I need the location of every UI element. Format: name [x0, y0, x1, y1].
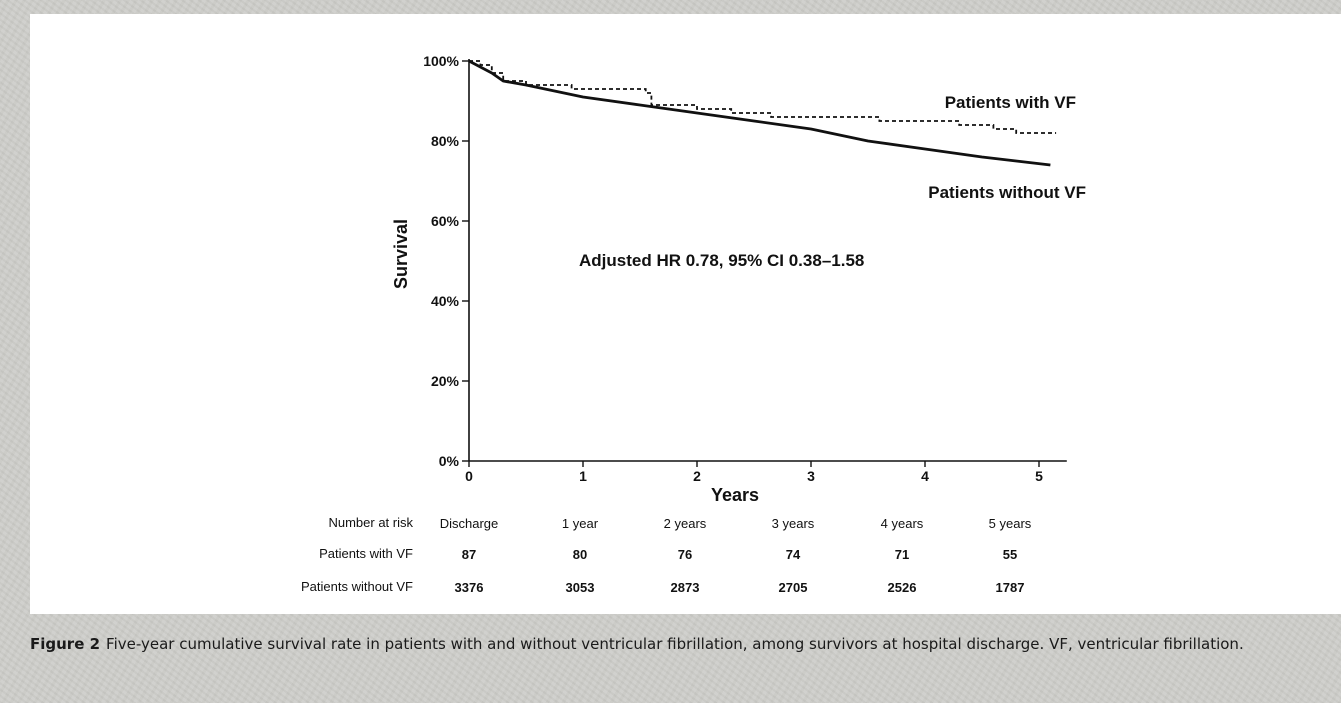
x-tick-label: 4 [921, 468, 929, 484]
x-axis-title: Years [711, 485, 759, 505]
x-tick-label: 1 [579, 468, 587, 484]
risk-table-cell: 2705 [779, 580, 808, 595]
risk-table-cell: 80 [573, 547, 587, 562]
risk-table-cell: 3053 [566, 580, 595, 595]
risk-table-cell: 2526 [888, 580, 917, 595]
y-tick-label: 80% [431, 133, 460, 149]
survival-chart: 0% 20% 40% 60% 80% 100% 0 1 2 3 4 5 Survival Years Pat… [301, 53, 1086, 595]
y-tick-label: 60% [431, 213, 460, 229]
risk-table-cell: 87 [462, 547, 476, 562]
risk-table-cell: 71 [895, 547, 909, 562]
risk-table-column-header: 3 years [772, 516, 815, 531]
x-tick-label: 3 [807, 468, 815, 484]
risk-table-cell: 2873 [671, 580, 700, 595]
risk-table-header-label: Number at risk [328, 515, 413, 530]
series-line-without-vf [468, 59, 1051, 167]
figure-panel: 0% 20% 40% 60% 80% 100% 0 1 2 3 4 5 Survival Years Pat… [30, 14, 1341, 614]
risk-table-row-label: Patients without VF [301, 579, 413, 594]
hazard-ratio-annotation: Adjusted HR 0.78, 95% CI 0.38–1.58 [579, 251, 864, 270]
x-tick-label: 5 [1035, 468, 1043, 484]
y-tick-label: 20% [431, 373, 460, 389]
risk-table-cell: 76 [678, 547, 692, 562]
risk-table-row-label: Patients with VF [319, 546, 413, 561]
y-tick-label: 40% [431, 293, 460, 309]
risk-table-column-header: 1 year [562, 516, 599, 531]
risk-table-cell: 1787 [996, 580, 1025, 595]
y-tick-label: 100% [423, 53, 459, 69]
risk-table-column-header: 5 years [989, 516, 1032, 531]
x-tick-label: 2 [693, 468, 701, 484]
label-patients-with-vf: Patients with VF [945, 93, 1076, 112]
y-tick-label: 0% [439, 453, 460, 469]
label-patients-without-vf: Patients without VF [928, 183, 1086, 202]
figure-label: Figure 2 [30, 635, 101, 653]
risk-table-column-header: 2 years [664, 516, 707, 531]
x-tick-label: 0 [465, 468, 473, 484]
figure-caption: Figure 2 Five-year cumulative survival ra… [30, 633, 1330, 656]
caption-text: Five-year cumulative survival rate in pa… [106, 635, 1244, 653]
y-axis-title: Survival [391, 219, 411, 289]
risk-table-column-header: 4 years [881, 516, 924, 531]
risk-table-column-header: Discharge [440, 516, 499, 531]
risk-table-cell: 55 [1003, 547, 1017, 562]
risk-table-cell: 74 [786, 547, 801, 562]
risk-table-cell: 3376 [455, 580, 484, 595]
